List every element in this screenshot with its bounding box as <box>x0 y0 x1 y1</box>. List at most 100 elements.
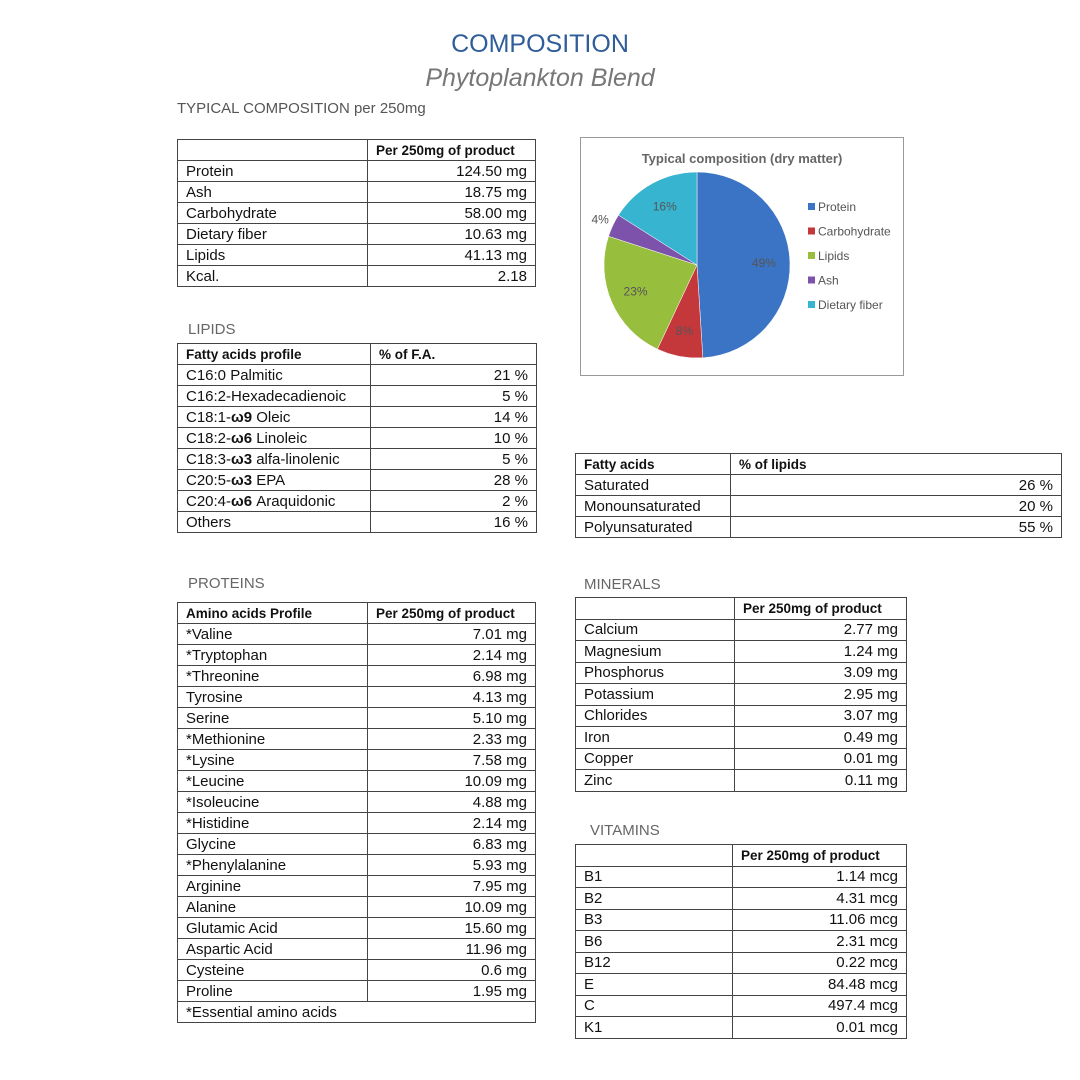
name-cell: Iron <box>575 726 735 749</box>
row: C20:5-ω3 EPA 28 % <box>177 469 537 491</box>
section-label: VITAMINS <box>590 822 660 839</box>
name-cell: Zinc <box>575 769 735 792</box>
name-cell: Lipids <box>177 244 368 266</box>
header-cell: Per 250mg of product <box>367 602 536 624</box>
section-label: MINERALS <box>584 576 661 593</box>
value-cell: 20 % <box>730 495 1062 517</box>
row: Lipids 41.13 mg <box>177 244 536 266</box>
name-cell: Magnesium <box>575 640 735 663</box>
footnote-row: *Essential amino acids <box>177 1001 536 1023</box>
value-cell: 10.63 mg <box>367 223 536 245</box>
value-label: 49% <box>752 256 776 270</box>
value-cell: 2.14 mg <box>367 812 536 834</box>
header-cell: Fatty acids profile <box>177 343 371 365</box>
row: Phosphorus 3.09 mg <box>575 661 907 684</box>
row: C 497.4 mcg <box>575 994 907 1017</box>
name-cell: *Tryptophan <box>177 644 368 666</box>
value-cell: 2.14 mg <box>367 644 536 666</box>
header-cell: Amino acids Profile <box>177 602 368 624</box>
pie-chart: Typical composition (dry matter) 49% 8% 23… <box>580 137 904 376</box>
name-cell: Tyrosine <box>177 686 368 708</box>
table: Per 250mg of product Protein 124.50 mg Ash 1… <box>177 139 536 287</box>
header-row: Amino acids Profile Per 250mg of product <box>177 602 536 624</box>
value-cell: 14 % <box>370 406 537 428</box>
name-cell: Serine <box>177 707 368 729</box>
name-cell: C16:0 Palmitic <box>177 364 371 386</box>
name-cell: C20:4-ω6 Araquidonic <box>177 490 371 512</box>
row: Serine 5.10 mg <box>177 707 536 729</box>
header-cell <box>575 597 735 620</box>
section-label: LIPIDS <box>188 321 236 338</box>
subtitle: Phytoplankton Blend <box>425 64 655 92</box>
table: Fatty acids profile% of F.A. C16:0 Palmit… <box>177 343 537 533</box>
table: Per 250mg of product Calcium 2.77 mg Magnes… <box>575 597 907 792</box>
row: *Valine 7.01 mg <box>177 623 536 645</box>
row: K1 0.01 mcg <box>575 1016 907 1039</box>
footnote: *Essential amino acids <box>177 1001 536 1023</box>
value-label: 4% <box>592 212 610 226</box>
value-cell: 0.22 mcg <box>732 951 907 974</box>
bold-text: ω3 <box>231 450 253 468</box>
row: *Phenylalanine 5.93 mg <box>177 854 536 876</box>
value-cell: 1.24 mg <box>734 640 907 663</box>
row: Calcium 2.77 mg <box>575 618 907 641</box>
row: *Lysine 7.58 mg <box>177 749 536 771</box>
row: Potassium 2.95 mg <box>575 683 907 706</box>
value-cell: 0.49 mg <box>734 726 907 749</box>
name-cell: Carbohydrate <box>177 202 368 224</box>
legend-swatch <box>808 203 815 210</box>
name-cell: Arginine <box>177 875 368 897</box>
row: *Isoleucine 4.88 mg <box>177 791 536 813</box>
row: Copper 0.01 mg <box>575 747 907 770</box>
value-cell: 26 % <box>730 474 1062 496</box>
value-cell: 11.06 mcg <box>732 908 907 931</box>
value-cell: 55 % <box>730 516 1062 538</box>
row: Dietary fiber 10.63 mg <box>177 223 536 245</box>
name-cell: Polyunsaturated <box>575 516 731 538</box>
value-cell: 10.09 mg <box>367 896 536 918</box>
row: C20:4-ω6 Araquidonic 2 % <box>177 490 537 512</box>
name-cell: B1 <box>575 865 733 888</box>
row: Aspartic Acid 11.96 mg <box>177 938 536 960</box>
legend-swatch <box>808 227 815 235</box>
table: Fatty acids% of lipids Saturated 26 % Monou… <box>575 453 1062 538</box>
header-cell: Per 250mg of product <box>732 844 907 867</box>
value-cell: 5.93 mg <box>367 854 536 876</box>
name-cell: *Valine <box>177 623 368 645</box>
value-cell: 84.48 mcg <box>732 973 907 996</box>
name-cell: *Methionine <box>177 728 368 750</box>
value-cell: 3.09 mg <box>734 661 907 684</box>
row: *Tryptophan 2.14 mg <box>177 644 536 666</box>
name-cell: *Histidine <box>177 812 368 834</box>
name-cell: Monounsaturated <box>575 495 731 517</box>
value-cell: 7.95 mg <box>367 875 536 897</box>
header-row: Fatty acids profile% of F.A. <box>177 343 537 365</box>
chart-title: Typical composition (dry matter) <box>642 151 843 166</box>
row: Tyrosine 4.13 mg <box>177 686 536 708</box>
legend-label: Lipids <box>818 249 849 263</box>
row: *Threonine 6.98 mg <box>177 665 536 687</box>
value-cell: 2.95 mg <box>734 683 907 706</box>
row: Others 16 % <box>177 511 537 533</box>
name-cell: Phosphorus <box>575 661 735 684</box>
name-cell: C18:2-ω6 Linoleic <box>177 427 371 449</box>
row: Arginine 7.95 mg <box>177 875 536 897</box>
header-cell <box>177 139 368 161</box>
table: Per 250mg of product B1 1.14 mcg B2 4.31 mcg… <box>575 844 907 1039</box>
bold-text: ω3 <box>231 471 253 489</box>
row: Glutamic Acid 15.60 mg <box>177 917 536 939</box>
value-cell: 4.31 mcg <box>732 887 907 910</box>
value-cell: 21 % <box>370 364 537 386</box>
legend-swatch <box>808 276 815 284</box>
value-cell: 2.31 mcg <box>732 930 907 953</box>
value-cell: 0.01 mg <box>734 747 907 770</box>
value-cell: 2.18 <box>367 265 536 287</box>
title: COMPOSITION <box>451 30 629 58</box>
value-label: 16% <box>653 199 677 213</box>
value-cell: 6.98 mg <box>367 665 536 687</box>
name-cell: Others <box>177 511 371 533</box>
row: C18:2-ω6 Linoleic 10 % <box>177 427 537 449</box>
name-cell: Cysteine <box>177 959 368 981</box>
header-row: Fatty acids% of lipids <box>575 453 1062 475</box>
